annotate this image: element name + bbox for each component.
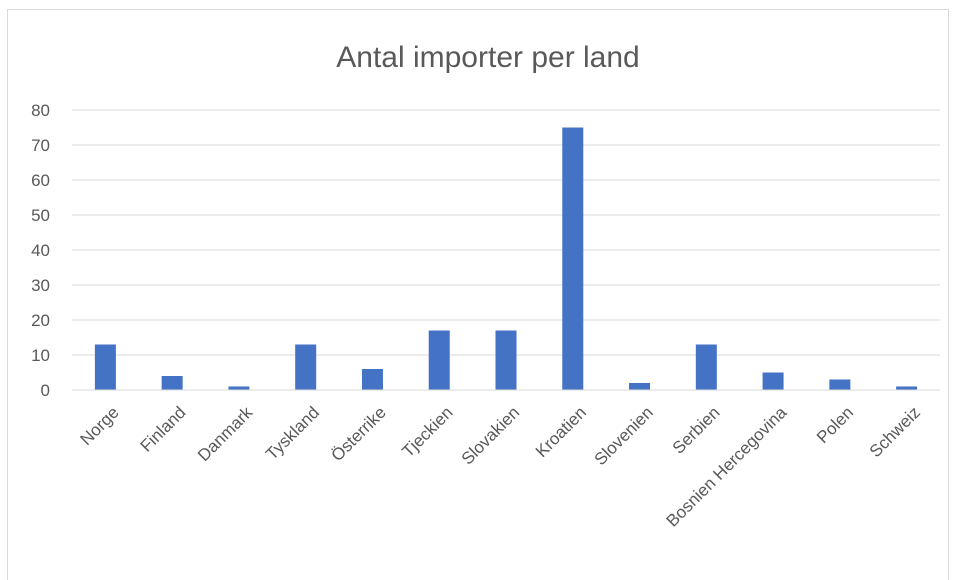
y-tick-label: 0 — [41, 381, 50, 400]
y-tick-label: 60 — [31, 171, 50, 190]
chart-title: Antal importer per land — [336, 41, 640, 74]
bar-norge — [94, 344, 116, 390]
bar-finland — [161, 376, 183, 390]
bar-kroatien — [562, 127, 584, 390]
bar-danmark — [228, 386, 250, 390]
bar-tjeckien — [428, 330, 450, 390]
y-tick-label: 20 — [31, 311, 50, 330]
bar-schweiz — [896, 386, 918, 390]
y-tick-label: 40 — [31, 241, 50, 260]
y-tick-label: 50 — [31, 206, 50, 225]
bars — [94, 127, 918, 390]
y-axis-labels: 0 10 20 30 40 50 60 70 80 — [31, 101, 50, 400]
bar-polen — [829, 379, 851, 390]
bar-serbien — [695, 344, 717, 390]
bar-tyskland — [295, 344, 317, 390]
bar-österrike — [361, 369, 383, 390]
y-tick-label: 10 — [31, 346, 50, 365]
bar-bosnien-hercegovina — [762, 372, 784, 390]
bar-slovakien — [495, 330, 517, 390]
chart-border — [7, 9, 949, 580]
y-tick-label: 30 — [31, 276, 50, 295]
y-tick-label: 80 — [31, 101, 50, 120]
gridlines — [72, 109, 940, 391]
y-tick-label: 70 — [31, 136, 50, 155]
bar-slovenien — [629, 383, 651, 390]
